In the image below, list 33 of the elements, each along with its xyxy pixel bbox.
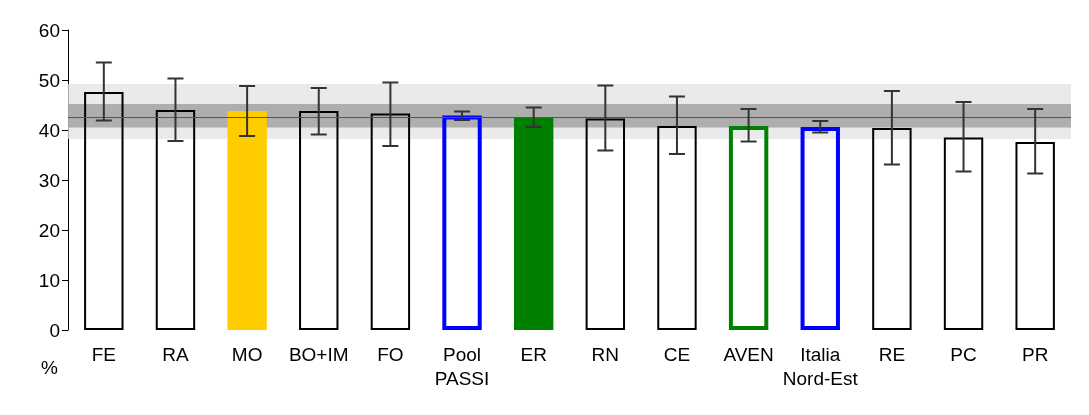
y-tick-label: 20 [38,219,60,241]
y-tick-label: 30 [38,169,60,191]
bar [657,126,697,330]
bar [155,110,196,330]
y-tick-label: 0 [49,319,60,341]
y-tick-label: 40 [38,119,60,141]
bar [1015,142,1055,330]
bar [872,128,912,330]
x-tick-label: ER [520,343,547,365]
bar [513,117,554,330]
x-tick-label: AVEN [723,343,774,365]
bar [370,113,411,330]
x-tick-label: PR [1021,343,1049,365]
x-tick-label: RA [162,343,189,365]
y-tick-label: 50 [38,69,60,91]
y-tick-label: 60 [38,19,60,41]
x-tick-label: FE [91,343,116,365]
y-tick-label: 10 [38,269,60,291]
x-tick-label: MO [231,343,263,365]
bar [227,111,267,330]
y-axis-title: % [41,357,59,378]
x-tick-label: BO+IM [288,343,349,365]
x-tick-label: RE [878,343,906,365]
x-tick-label: RN [591,343,620,365]
bar [299,111,339,330]
x-tick-label: PC [950,343,977,365]
x-tick-label: Italia Nord-Est [782,343,859,389]
bar [84,92,124,330]
bar [943,137,984,330]
x-tick-label: Pool PASSI [434,343,490,389]
bar [585,118,626,330]
x-tick-label: FO [377,343,404,365]
x-tick-label: CE [663,343,691,365]
